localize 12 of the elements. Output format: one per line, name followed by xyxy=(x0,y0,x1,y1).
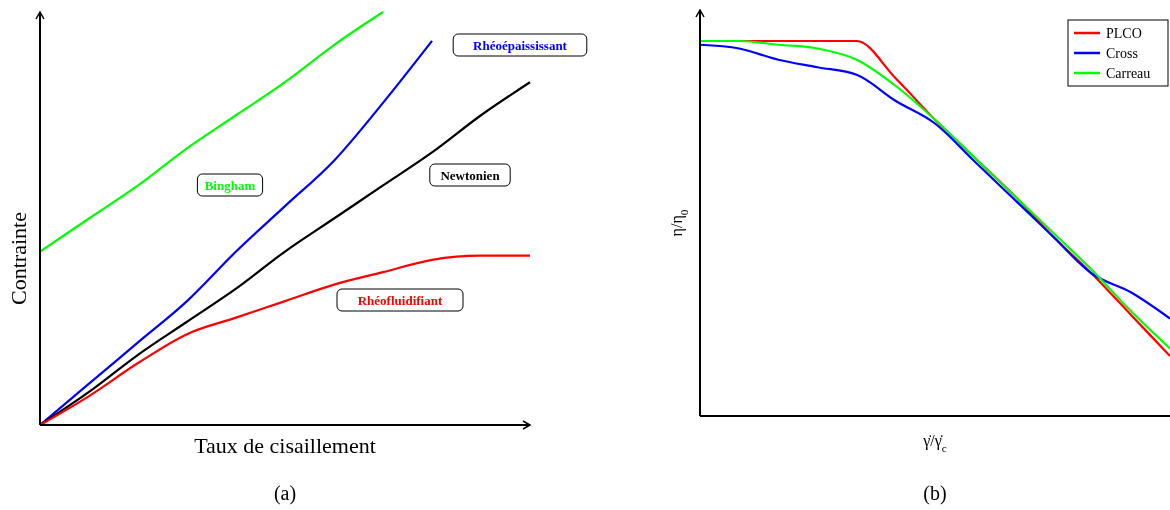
legend-label: Carreau xyxy=(1106,66,1151,81)
x-axis-title: γ̇/γ̇$_{c}$ xyxy=(922,432,947,454)
legend-label: PLCO xyxy=(1106,26,1142,41)
text: (a) xyxy=(273,482,297,505)
series-label: Newtonien xyxy=(440,168,501,183)
series-label: Rhéofluidifiant xyxy=(357,293,443,308)
x-axis-title: Taux de cisaillement xyxy=(194,433,376,458)
text: (b) xyxy=(923,482,947,505)
text: Bingham xyxy=(204,178,256,193)
legend-label: Cross xyxy=(1106,46,1138,61)
y-axis-title: Contrainte xyxy=(6,212,31,305)
text: Rhéoépaississant xyxy=(473,38,568,53)
